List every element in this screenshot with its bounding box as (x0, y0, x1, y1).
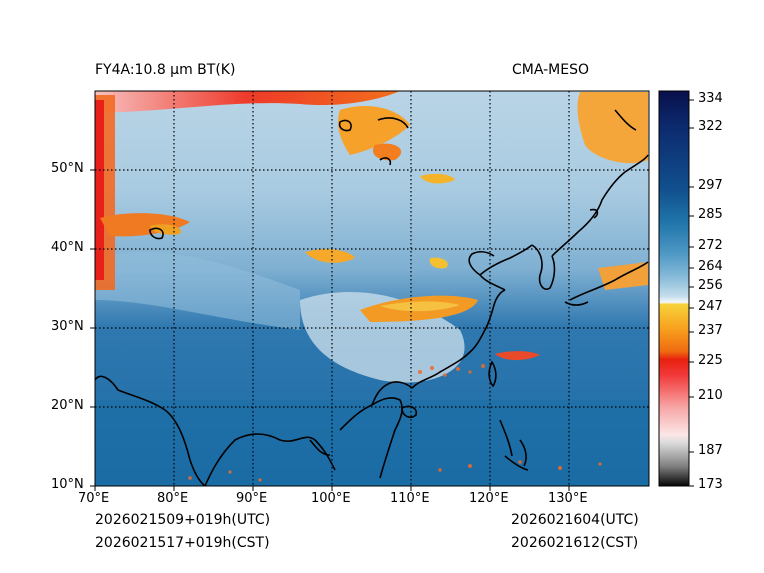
lon-label: 120°E (469, 491, 509, 506)
colorbar (658, 90, 690, 487)
colorbar-label: 297 (698, 178, 723, 193)
model-name: CMA-MESO (512, 62, 590, 78)
colorbar-label: 225 (698, 353, 723, 368)
colorbar-label: 285 (698, 207, 723, 222)
init-time-cst: 2026021517+019h(CST) (95, 535, 270, 551)
colorbar-label: 247 (698, 299, 723, 314)
satellite-brightness-field (95, 91, 649, 486)
valid-time-utc: 2026021604(UTC) (511, 512, 639, 528)
colorbar-label: 256 (698, 278, 723, 293)
colorbar-label: 187 (698, 443, 723, 458)
lat-label: 50°N (51, 161, 84, 176)
init-time-utc: 2026021509+019h(UTC) (95, 512, 271, 528)
lat-label: 30°N (51, 319, 84, 334)
lon-label: 130°E (548, 491, 588, 506)
lon-label: 100°E (311, 491, 351, 506)
lon-label: 80°E (157, 491, 189, 506)
colorbar-label: 264 (698, 259, 723, 274)
graticule (95, 91, 649, 486)
coastline (95, 109, 649, 486)
valid-time-cst: 2026021612(CST) (511, 535, 639, 551)
colorbar-label: 272 (698, 238, 723, 253)
lat-label: 20°N (51, 398, 84, 413)
colorbar-label: 322 (698, 119, 723, 134)
lon-label: 70°E (78, 491, 110, 506)
axis-ticks (90, 169, 570, 491)
lat-label: 10°N (51, 477, 84, 492)
colorbar-label: 173 (698, 477, 723, 492)
lon-label: 90°E (236, 491, 268, 506)
map-frame (94, 90, 650, 487)
colorbar-label: 334 (698, 91, 723, 106)
colorbar-label: 210 (698, 388, 723, 403)
lat-label: 40°N (51, 240, 84, 255)
lon-label: 110°E (390, 491, 430, 506)
colorbar-label: 237 (698, 323, 723, 338)
colorbar-ticks (689, 99, 694, 487)
figure-title: FY4A:10.8 µm BT(K) (95, 62, 236, 78)
